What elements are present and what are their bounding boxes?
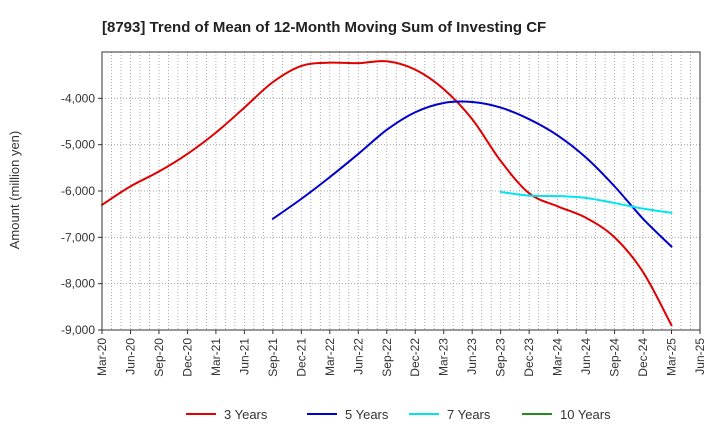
x-tick-label: Jun-24 bbox=[579, 338, 593, 375]
x-tick-label: Dec-20 bbox=[180, 338, 194, 377]
x-tick-label: Mar-23 bbox=[437, 338, 451, 376]
series-line-5-years bbox=[271, 100, 673, 248]
x-tick-label: Jun-21 bbox=[237, 338, 251, 375]
y-tick-label: -9,000 bbox=[61, 323, 95, 337]
x-tick-label: Mar-24 bbox=[551, 338, 565, 376]
series-lines bbox=[101, 60, 673, 327]
y-tick-label: -4,000 bbox=[61, 91, 95, 105]
legend-label: 10 Years bbox=[560, 407, 611, 422]
legend-label: 3 Years bbox=[224, 407, 268, 422]
x-tick-label: Sep-22 bbox=[380, 338, 394, 377]
x-tick-label: Sep-20 bbox=[152, 338, 166, 377]
plot-frame bbox=[101, 51, 701, 331]
y-axis-ticks: -9,000 -8,000 -7,000 -6,000 -5,000 -4,000 bbox=[61, 91, 102, 337]
x-tick-label: Sep-21 bbox=[266, 338, 280, 377]
grid bbox=[102, 52, 700, 331]
x-tick-label: Sep-23 bbox=[494, 338, 508, 377]
y-tick-label: -6,000 bbox=[61, 184, 95, 198]
y-tick-label: -8,000 bbox=[61, 277, 95, 291]
y-tick-label: -5,000 bbox=[61, 138, 95, 152]
x-tick-label: Mar-25 bbox=[665, 338, 679, 376]
y-axis-label: Amount (million yen) bbox=[7, 131, 22, 250]
chart-title: [8793] Trend of Mean of 12-Month Moving … bbox=[102, 19, 546, 36]
legend-label: 5 Years bbox=[345, 407, 389, 422]
x-tick-label: Sep-24 bbox=[608, 338, 622, 377]
x-tick-label: Jun-23 bbox=[465, 338, 479, 375]
x-tick-label: Jun-25 bbox=[693, 338, 707, 375]
x-tick-label: Dec-22 bbox=[408, 338, 422, 377]
x-tick-label: Jun-22 bbox=[351, 338, 365, 375]
x-axis-ticks: Mar-20 Jun-20 Sep-20 Dec-20 Mar-21 Jun-21 Sep-… bbox=[95, 330, 707, 377]
x-tick-label: Dec-21 bbox=[294, 338, 308, 377]
x-tick-label: Mar-21 bbox=[209, 338, 223, 376]
x-tick-label: Mar-20 bbox=[95, 338, 109, 376]
x-tick-label: Mar-22 bbox=[323, 338, 337, 376]
series-line-7-years bbox=[499, 190, 673, 214]
legend: 3 Years 5 Years 7 Years 10 Years bbox=[186, 407, 611, 422]
legend-label: 7 Years bbox=[447, 407, 491, 422]
series-line-3-years bbox=[101, 60, 673, 327]
x-tick-label: Jun-20 bbox=[123, 338, 137, 375]
y-tick-label: -7,000 bbox=[61, 230, 95, 244]
x-tick-label: Dec-23 bbox=[522, 338, 536, 377]
x-tick-label: Dec-24 bbox=[636, 338, 650, 377]
